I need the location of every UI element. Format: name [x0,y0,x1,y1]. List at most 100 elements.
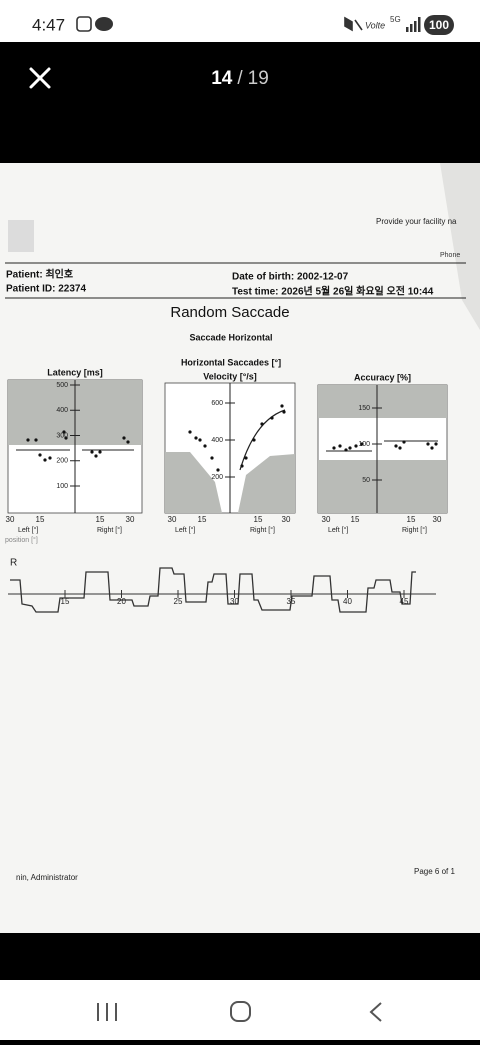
sample-dot [244,456,248,460]
volte-icon: Volte [365,20,385,30]
sample-dot [348,446,352,450]
sample-dot [270,416,274,420]
y-tick-label: 150 [358,405,370,412]
patient-name: Patient: 최인호 [6,268,73,281]
panel-title: Velocity [°/s] [203,371,257,381]
x-tick-label: 15 [198,515,207,524]
trace-tick-label: 40 [343,597,352,606]
sample-dot [122,436,126,440]
status-icon [76,16,92,32]
left-label: Left [°] [328,526,348,534]
y-tick-label: 200 [56,458,68,465]
x-tick-label: 30 [168,515,177,524]
battery-level: 100 [429,18,449,32]
sample-dot [434,442,438,446]
right-label: Right [°] [97,526,122,534]
sample-dot [64,436,68,440]
y-tick-label: 100 [56,483,68,490]
y-tick-label: 400 [56,407,68,414]
trace-tick-label: 20 [117,597,126,606]
normal-range [318,385,447,418]
normal-range [318,460,447,513]
group-title: Horizontal Saccades [°] [181,357,281,367]
panel-title: Accuracy [%] [354,372,411,382]
sample-dot [430,446,434,450]
x-tick-label: 30 [322,515,331,524]
signal-bar [418,17,421,32]
counter-separator: / [237,68,243,89]
eye-trace [10,567,416,613]
close-button[interactable] [29,67,51,89]
paper [0,163,480,933]
sample-dot [360,442,364,446]
battery-pill [424,15,454,35]
right-label: Right [°] [402,526,427,534]
status-icon [95,17,113,31]
trace-tick-label: 25 [174,597,183,606]
normal-range [238,454,295,513]
sample-dot [426,442,430,446]
page-counter: 14/19 [211,68,269,89]
x-tick-label: 30 [6,515,15,524]
sample-dot [34,438,38,442]
trace-tick-label: 35 [287,597,296,606]
signal-bar [410,24,413,32]
close-stroke [29,67,51,89]
sample-dot [282,410,286,414]
sample-dot [126,440,130,444]
sample-dot [344,448,348,452]
left-label: Left [°] [175,526,195,534]
recent-apps-button[interactable] [97,1003,117,1021]
sample-dot [94,454,98,458]
sample-dot [398,446,402,450]
y-tick-label: 600 [211,400,223,407]
x-tick-label: 15 [407,515,416,524]
status-bar [0,0,480,42]
signal-icon [406,17,421,32]
x-tick-label: 15 [96,515,105,524]
test-time: Test time: 2026년 5월 26일 화요일 오전 10:44 [232,285,434,298]
mute-icon [344,16,363,32]
sample-dot [188,430,192,434]
sample-dot [198,438,202,442]
counter-current: 14 [211,68,233,89]
sample-dot [194,436,198,440]
facility-name: Provide your facility na [376,217,457,226]
home-button[interactable] [230,1001,251,1022]
y-tick-label: 300 [56,432,68,439]
sample-dot [203,444,207,448]
trace-tick-label: 45 [400,597,409,606]
sample-dot [210,456,214,460]
right-label: Right [°] [250,526,275,534]
nav-bar [0,980,480,1040]
facility-logo [8,220,34,252]
trace-label: R [10,558,17,569]
sample-dot [48,456,52,460]
counter-total: 19 [248,68,269,89]
trace-tick-label: 15 [61,597,70,606]
clock: 4:47 [32,15,65,34]
sample-dot [252,438,256,442]
footer-user: nin, Administrator [16,873,78,882]
x-tick-label: 30 [126,515,135,524]
y-tick-label: 100 [358,441,370,448]
y-tick-label: 200 [211,474,223,481]
sample-dot [260,422,264,426]
report-subtitle: Saccade Horizontal [189,332,272,342]
sample-dot [280,404,284,408]
back-button[interactable] [369,1002,382,1022]
sample-dot [62,430,66,434]
panel-title: Latency [ms] [47,367,103,377]
network-label: 5G [390,15,401,24]
y-tick-label: 500 [56,382,68,389]
viewer-footer [0,933,480,980]
left-label: Left [°] [18,526,38,534]
sample-dot [98,450,102,454]
x-tick-label: 15 [36,515,45,524]
y-tick-label: 400 [211,437,223,444]
chart-panel: Velocity [°/s] 600 400 200 30 15 15 30 Left [°] R… [164,371,296,534]
signal-bar [414,21,417,32]
chart-panel: Accuracy [%] 150 100 50 30 15 15 30 Left [°] Righ… [317,372,448,534]
